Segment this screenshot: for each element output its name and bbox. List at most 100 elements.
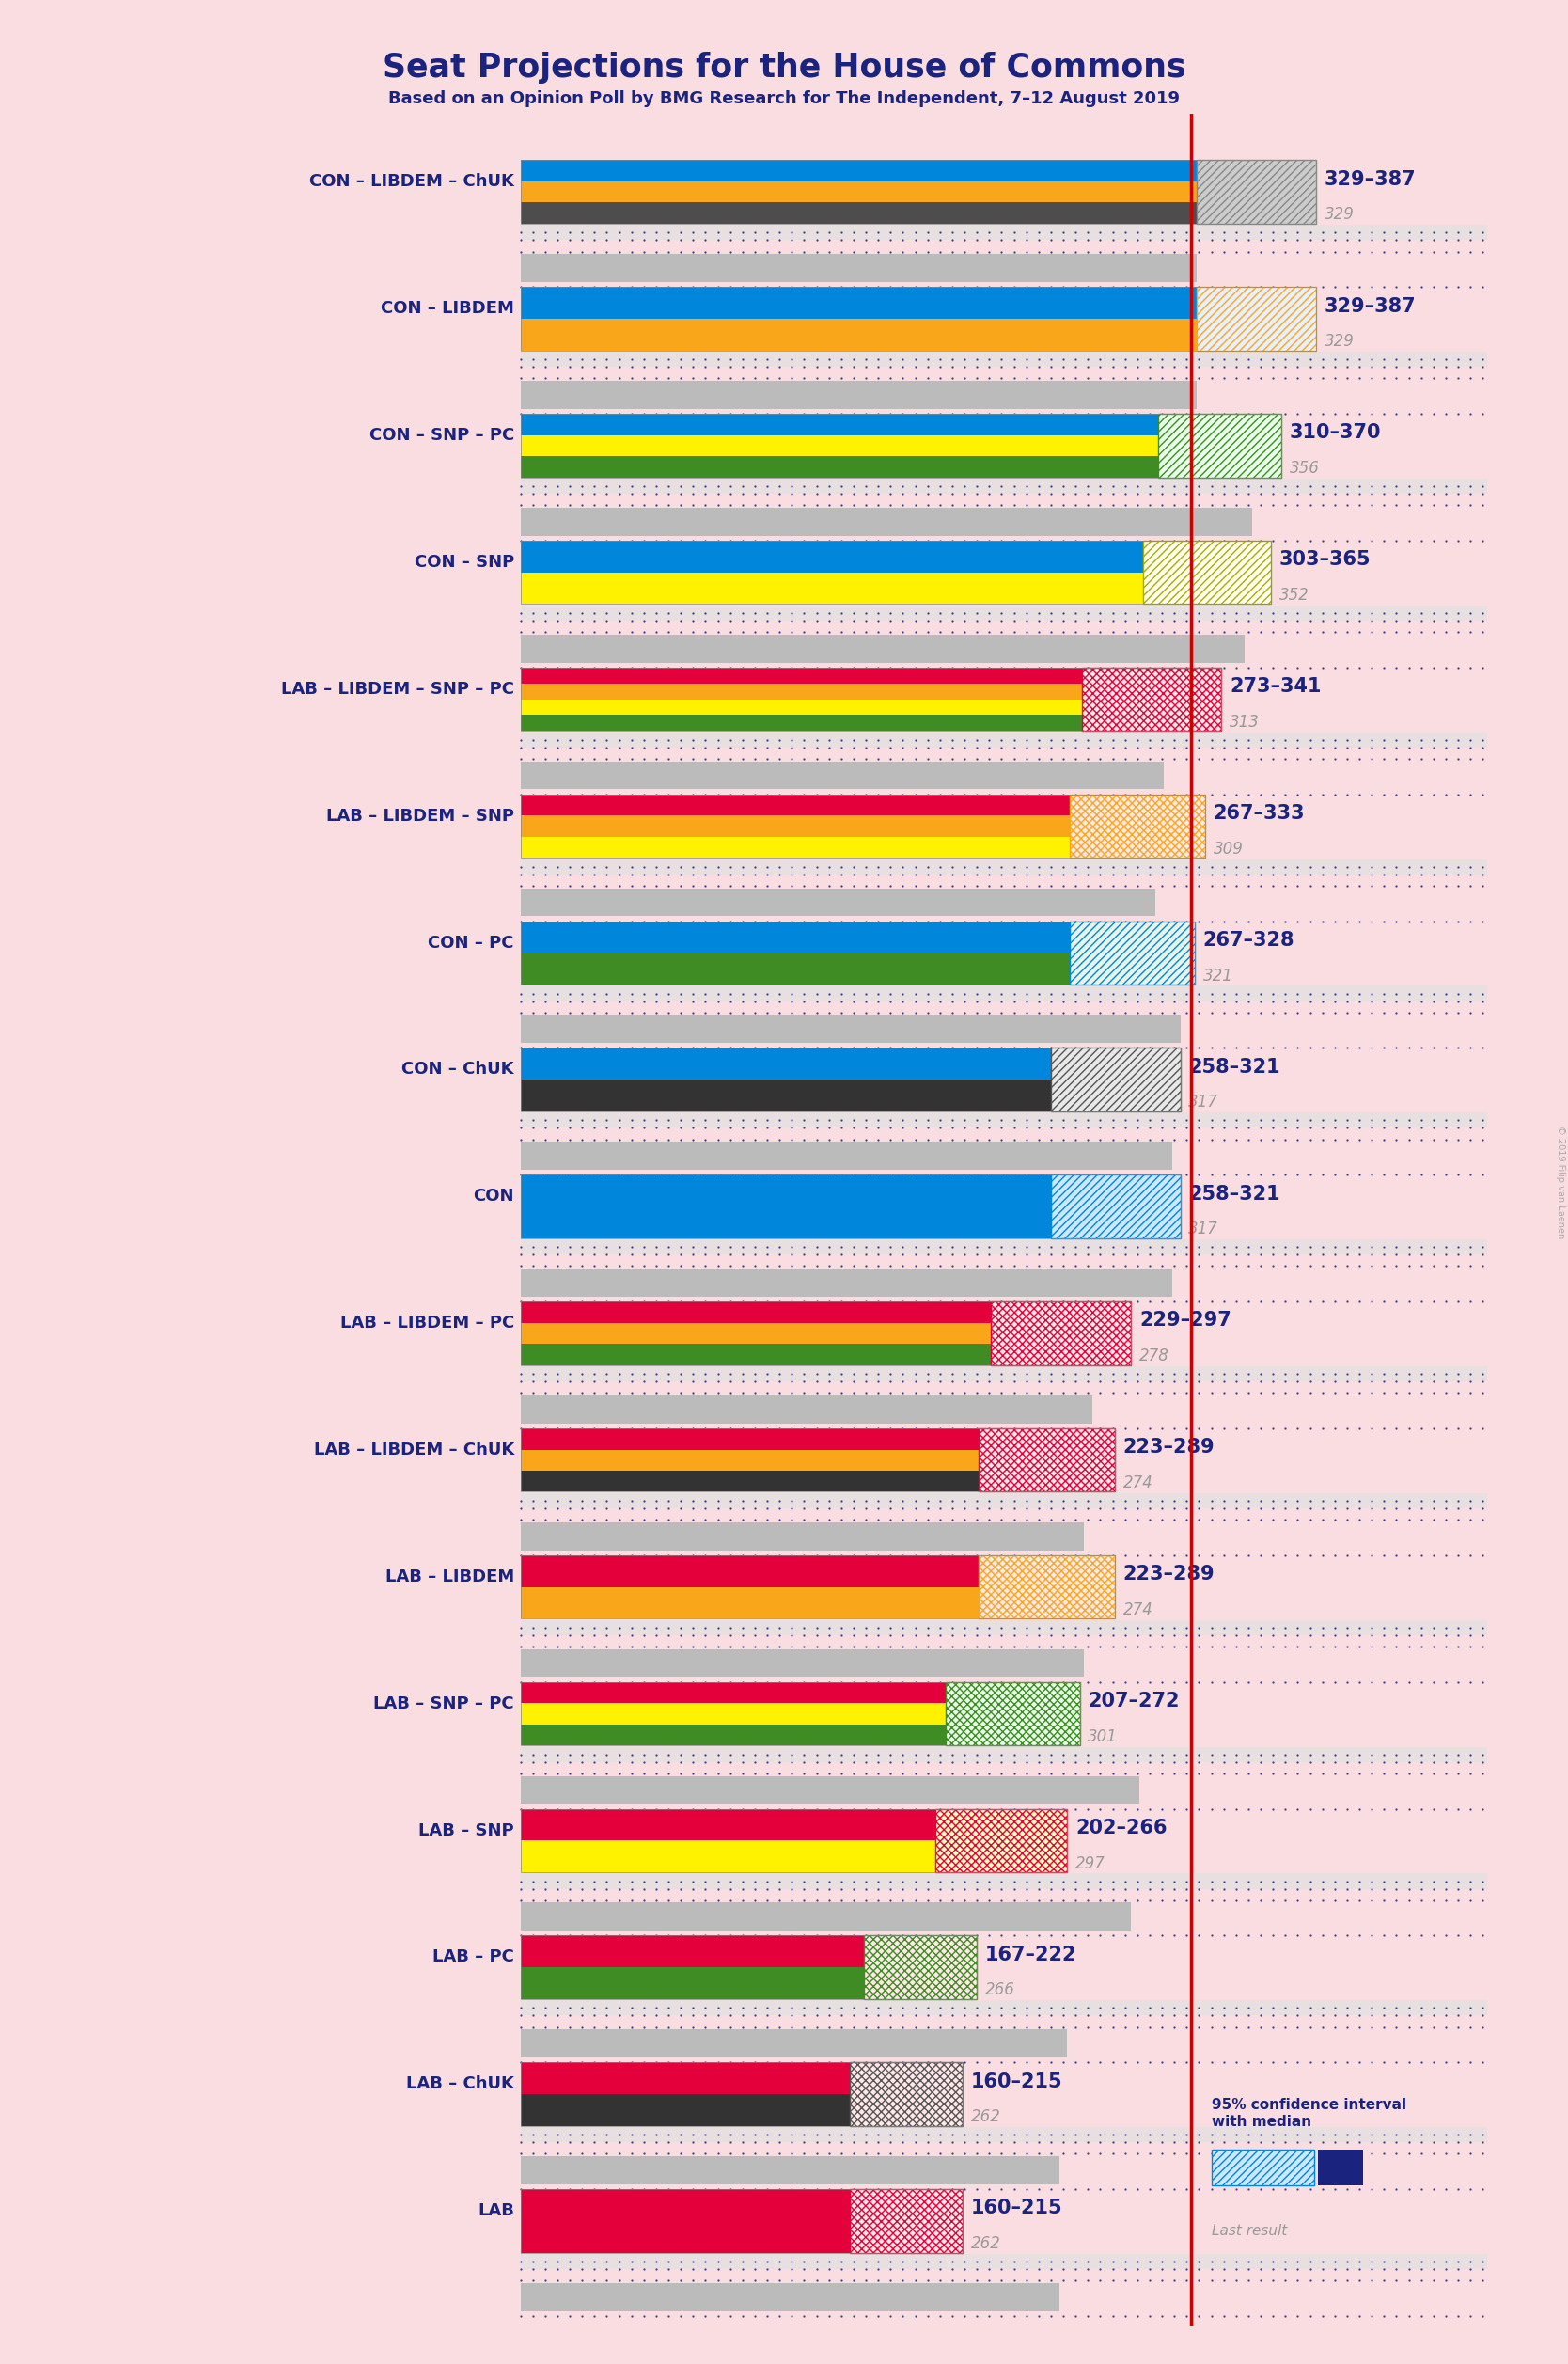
Bar xyxy=(521,286,1316,350)
Bar xyxy=(521,922,1069,953)
Text: 202–266: 202–266 xyxy=(1076,1818,1167,1837)
Text: 274: 274 xyxy=(1123,1475,1152,1492)
Bar xyxy=(521,1014,1181,1043)
Bar xyxy=(521,1014,1466,1043)
Bar xyxy=(521,203,1196,225)
Bar xyxy=(521,634,1243,662)
Text: 167–222: 167–222 xyxy=(985,1946,1077,1964)
Text: 223–289: 223–289 xyxy=(1123,1437,1215,1456)
Bar xyxy=(521,2253,1486,2269)
Bar xyxy=(521,761,1466,790)
Bar xyxy=(521,761,1163,790)
Bar xyxy=(521,733,1486,747)
Text: 262: 262 xyxy=(971,2109,1000,2125)
Bar xyxy=(521,1175,1181,1239)
Text: 321: 321 xyxy=(1203,967,1232,983)
Bar xyxy=(521,986,1486,1000)
Text: 329: 329 xyxy=(1325,333,1355,350)
Text: 258–321: 258–321 xyxy=(1189,1057,1281,1076)
Text: CON – ChUK: CON – ChUK xyxy=(401,1061,514,1078)
Bar xyxy=(521,456,1157,478)
Text: 317: 317 xyxy=(1189,1095,1218,1111)
Bar xyxy=(521,1650,1466,1676)
Bar xyxy=(521,1808,936,1842)
Bar xyxy=(991,1303,1131,1364)
Bar xyxy=(521,1142,1173,1170)
Bar xyxy=(521,889,1156,917)
Bar xyxy=(521,889,1466,917)
Bar xyxy=(521,572,1143,605)
Text: 310–370: 310–370 xyxy=(1289,423,1381,442)
Bar xyxy=(936,1808,1068,1872)
Bar xyxy=(521,1650,1083,1676)
Bar xyxy=(1210,2149,1314,2184)
Text: 278: 278 xyxy=(1140,1347,1170,1364)
Text: Based on an Opinion Poll by BMG Research for The Independent, 7–12 August 2019: Based on an Opinion Poll by BMG Research… xyxy=(389,90,1179,106)
Bar xyxy=(521,2031,1068,2057)
Bar xyxy=(1082,667,1221,730)
Text: 356: 356 xyxy=(1289,461,1319,478)
Bar xyxy=(850,2189,963,2253)
Bar xyxy=(521,2061,963,2125)
Text: LAB – LIBDEM – PC: LAB – LIBDEM – PC xyxy=(340,1314,514,1331)
Bar xyxy=(521,1936,864,1967)
Bar xyxy=(521,1470,978,1492)
Bar xyxy=(521,1269,1466,1295)
Bar xyxy=(521,1967,864,2000)
Bar xyxy=(521,319,1196,350)
Bar xyxy=(521,2189,963,2253)
Bar xyxy=(521,1936,977,2000)
Bar xyxy=(521,1683,1080,1745)
Bar xyxy=(521,1775,1466,1804)
Text: LAB – SNP – PC: LAB – SNP – PC xyxy=(373,1695,514,1712)
Text: 223–289: 223–289 xyxy=(1123,1565,1215,1584)
Bar xyxy=(521,2128,1486,2142)
Bar xyxy=(521,716,1082,730)
Bar xyxy=(521,1395,1091,1423)
Bar xyxy=(521,1903,1131,1931)
Bar xyxy=(1051,1175,1181,1239)
Bar xyxy=(521,683,1082,700)
Bar xyxy=(521,1747,1486,1761)
Bar xyxy=(521,1080,1051,1111)
Bar xyxy=(521,381,1466,409)
Bar xyxy=(521,1142,1466,1170)
Text: 267–328: 267–328 xyxy=(1203,931,1295,950)
Bar xyxy=(521,2095,850,2125)
Bar xyxy=(521,1395,1466,1423)
Text: 352: 352 xyxy=(1279,586,1309,603)
Text: 258–321: 258–321 xyxy=(1189,1184,1281,1203)
Text: 160–215: 160–215 xyxy=(971,2199,1063,2217)
Bar xyxy=(521,1586,978,1619)
Bar xyxy=(521,1903,1466,1931)
Bar xyxy=(521,667,1221,730)
Text: LAB – ChUK: LAB – ChUK xyxy=(406,2076,514,2092)
Text: 297: 297 xyxy=(1076,1856,1105,1872)
Bar xyxy=(521,1269,1173,1295)
Text: LAB – LIBDEM – SNP: LAB – LIBDEM – SNP xyxy=(326,808,514,825)
Bar xyxy=(1069,794,1206,858)
Bar xyxy=(521,794,1069,816)
Bar xyxy=(521,2156,1058,2184)
Text: CON – SNP: CON – SNP xyxy=(414,553,514,570)
Bar xyxy=(1196,286,1316,350)
Bar xyxy=(521,2284,1058,2312)
Bar xyxy=(1051,1047,1181,1111)
Text: © 2019 Filip van Laenen: © 2019 Filip van Laenen xyxy=(1555,1125,1565,1239)
Bar xyxy=(864,1936,977,2000)
Bar xyxy=(521,255,1196,281)
Bar xyxy=(521,1324,991,1343)
Bar xyxy=(521,435,1157,456)
Bar xyxy=(521,2189,850,2253)
Bar xyxy=(521,2061,850,2095)
Bar xyxy=(521,182,1196,203)
Bar xyxy=(521,2156,1466,2184)
Bar xyxy=(521,1175,1051,1239)
Bar xyxy=(521,541,1272,605)
Bar xyxy=(850,2061,963,2125)
Text: 317: 317 xyxy=(1189,1220,1218,1239)
Bar xyxy=(521,1723,946,1745)
Text: 207–272: 207–272 xyxy=(1088,1693,1179,1712)
Bar xyxy=(521,953,1069,983)
Bar xyxy=(521,1556,978,1586)
